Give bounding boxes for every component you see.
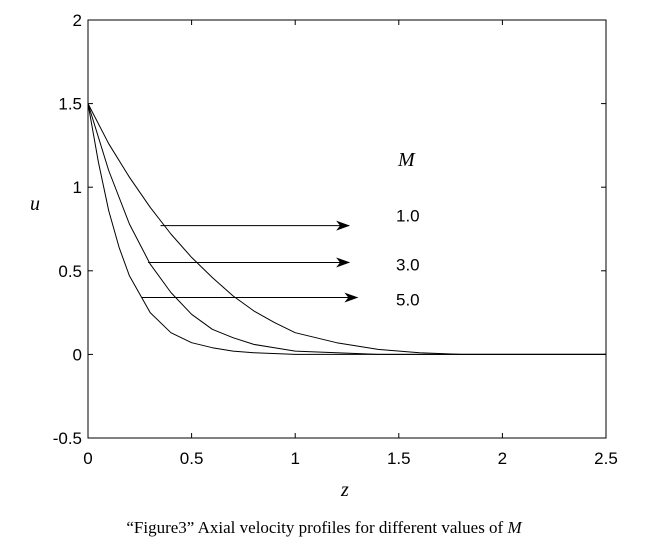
x-tick-label: 0 bbox=[83, 449, 92, 468]
curve-group bbox=[87, 103, 606, 355]
series-line-3-0 bbox=[87, 103, 606, 355]
series-line-5-0 bbox=[87, 103, 606, 355]
plot-frame bbox=[87, 19, 607, 439]
x-tick-label: 1.5 bbox=[387, 449, 411, 468]
x-tick-label: 0.5 bbox=[180, 449, 204, 468]
figure-caption: “Figure3” Axial velocity profiles for di… bbox=[0, 518, 648, 538]
y-tick-label: 1 bbox=[73, 178, 82, 197]
y-tick-label: 2 bbox=[73, 11, 82, 30]
y-axis-title: u bbox=[30, 193, 40, 215]
legend-value-label: 3.0 bbox=[396, 255, 420, 274]
series-line-1-0 bbox=[87, 103, 606, 355]
x-axis-title: z bbox=[340, 479, 349, 501]
y-tick-label: 0 bbox=[73, 345, 82, 364]
caption-var: M bbox=[507, 518, 522, 537]
caption-text: “Figure3” Axial velocity profiles for di… bbox=[126, 518, 508, 537]
x-tick-label: 2.5 bbox=[594, 449, 618, 468]
legend-value-label: 1.0 bbox=[396, 207, 420, 226]
x-tick-label: 2 bbox=[498, 449, 507, 468]
y-tick-label: 0.5 bbox=[58, 262, 82, 281]
legend-title: M bbox=[397, 149, 416, 171]
y-tick-label: 1.5 bbox=[58, 95, 82, 114]
annotation-group: 1.0 3.0 5.0 bbox=[141, 207, 420, 310]
legend-value-label: 5.0 bbox=[396, 291, 420, 310]
y-tick-label: -0.5 bbox=[53, 429, 82, 448]
x-tick-label: 1 bbox=[290, 449, 299, 468]
